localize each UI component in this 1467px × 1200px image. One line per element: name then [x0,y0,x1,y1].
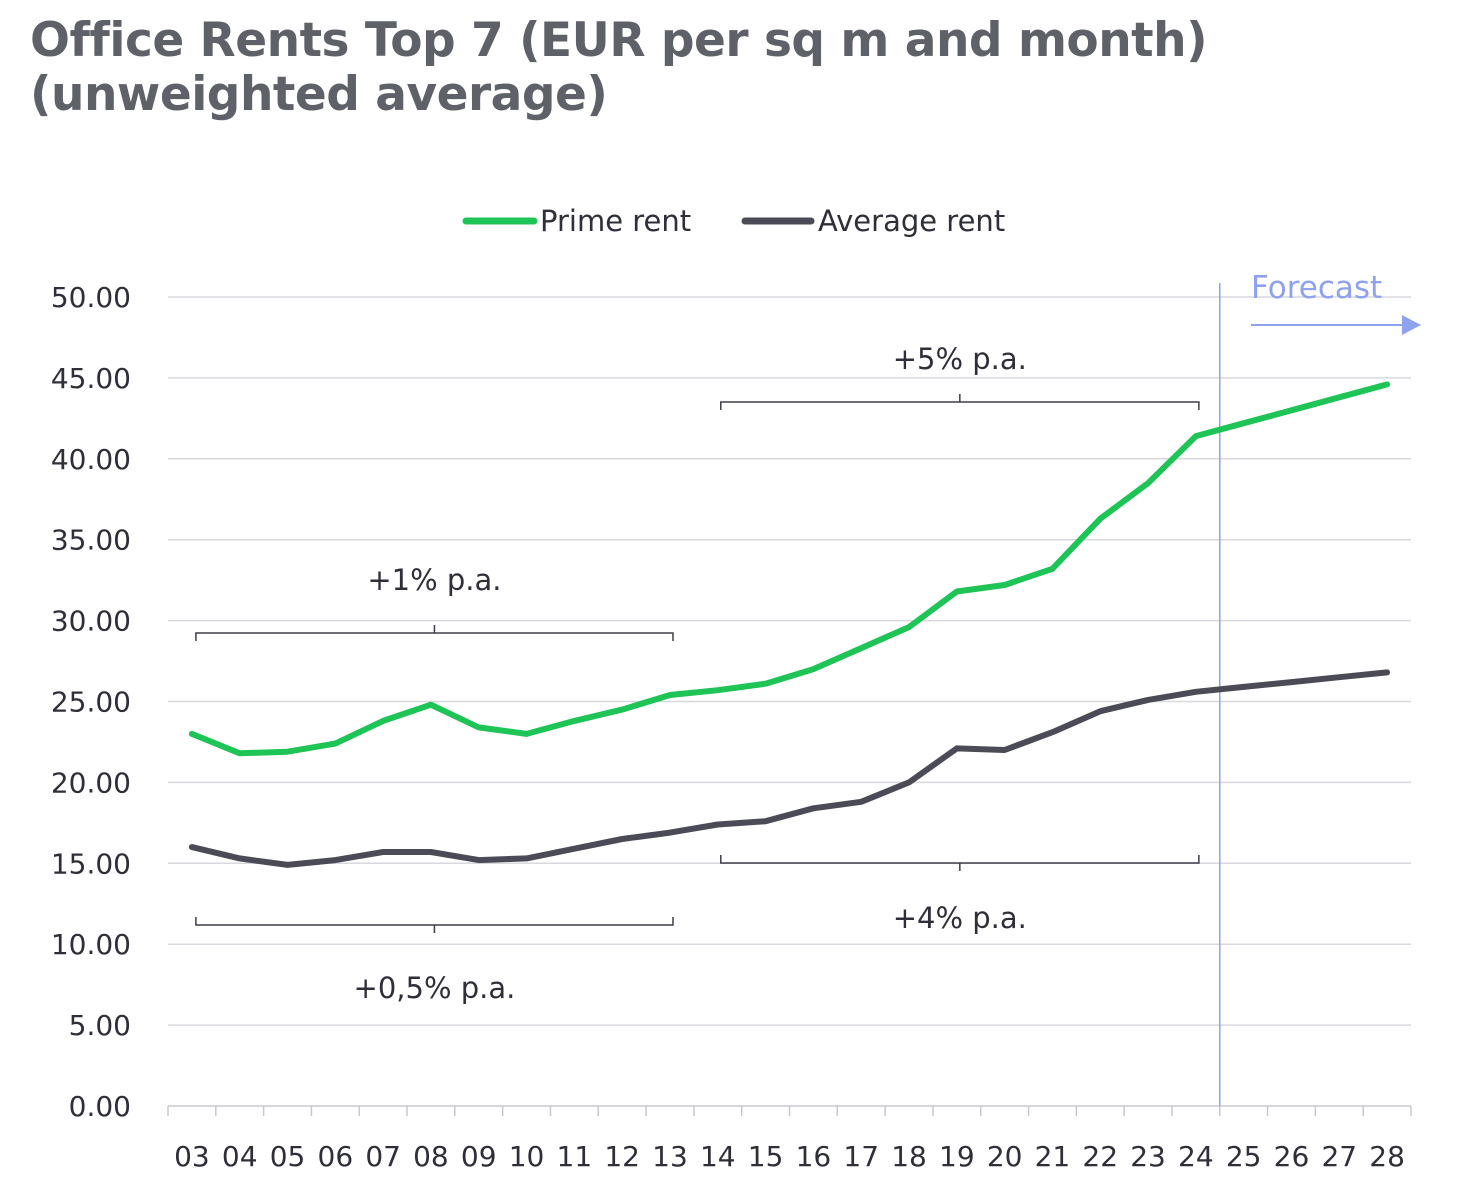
growth-rate-label: +4% p.a. [893,901,1027,935]
x-tick-label: 07 [365,1140,401,1173]
x-tick-label: 14 [700,1140,736,1173]
x-tick-label: 26 [1274,1140,1310,1173]
forecast-label: Forecast [1251,270,1382,306]
x-tick-label: 15 [748,1140,784,1173]
x-tick-label: 09 [461,1140,497,1173]
x-tick-label: 13 [652,1140,688,1173]
gridlines [168,296,1411,1026]
x-tick-label: 19 [939,1140,975,1173]
chart-title: Office Rents Top 7 (EUR per sq m and mon… [30,13,1208,122]
x-tick-label: 12 [604,1140,640,1173]
x-tick-label: 25 [1226,1140,1262,1173]
growth-rate-label: +0,5% p.a. [354,971,516,1005]
bracket-line [720,855,1200,871]
y-axis-tick-labels: 0.00 5.00 10.00 15.00 20.00 25.00 30.00 35.00 40… [51,281,131,1123]
chart-legend: Prime rent Average rent [462,204,1005,238]
x-tick-label: 22 [1082,1140,1118,1173]
x-tick-label: 08 [413,1140,449,1173]
series-lines [188,381,1391,868]
y-tick-label: 0.00 [69,1090,131,1123]
chart-title-line-2: (unweighted average) [30,67,608,122]
x-tick-label: 16 [796,1140,832,1173]
legend-label-prime-rent: Prime rent [540,204,691,238]
x-tick-label: 18 [891,1140,927,1173]
x-axis: 03 04 05 06 07 08 09 10 11 12 13 14 15 16 17 18 19 20 21 22… [167,1105,1412,1173]
x-tick-label: 17 [843,1140,879,1173]
forecast-arrow-icon [1402,315,1421,335]
growth-rate-label: +5% p.a. [893,342,1027,376]
x-tick-label: 06 [318,1140,354,1173]
chart-title-line-1: Office Rents Top 7 (EUR per sq m and mon… [30,13,1208,68]
series-line-prime-rent [188,381,1391,757]
bracket-line [195,917,674,933]
x-tick-label: 27 [1321,1140,1357,1173]
forecast-marker: Forecast [1219,270,1421,1106]
x-tick-label: 10 [509,1140,545,1173]
x-tick-label: 11 [557,1140,593,1173]
y-tick-label: 35.00 [51,524,131,557]
growth-brackets: +1% p.a. +5% p.a. +0,5% p.a. +4% p.a. [195,342,1200,1005]
growth-bracket: +0,5% p.a. [195,917,674,1005]
y-tick-label: 20.00 [51,766,131,799]
bracket-line [720,394,1200,410]
y-tick-label: 10.00 [51,928,131,961]
growth-rate-label: +1% p.a. [367,563,501,597]
legend-label-average-rent: Average rent [818,204,1005,238]
y-tick-label: 25.00 [51,686,131,719]
x-tick-label: 20 [987,1140,1023,1173]
y-tick-label: 50.00 [51,281,131,314]
x-tick-label: 05 [270,1140,306,1173]
y-tick-label: 45.00 [51,362,131,395]
growth-bracket: +1% p.a. [195,563,674,641]
y-tick-label: 5.00 [69,1009,131,1042]
bracket-line [195,625,674,641]
growth-bracket: +5% p.a. [720,342,1200,410]
x-tick-label: 28 [1369,1140,1405,1173]
series-line-average-rent [188,669,1391,868]
x-tick-label: 24 [1178,1140,1214,1173]
y-tick-label: 30.00 [51,605,131,638]
y-tick-label: 40.00 [51,443,131,476]
y-tick-label: 15.00 [51,847,131,880]
x-tick-label: 23 [1130,1140,1166,1173]
x-tick-label: 03 [174,1140,210,1173]
x-tick-label: 04 [222,1140,258,1173]
x-tick-label: 21 [1035,1140,1071,1173]
growth-bracket: +4% p.a. [720,855,1200,935]
